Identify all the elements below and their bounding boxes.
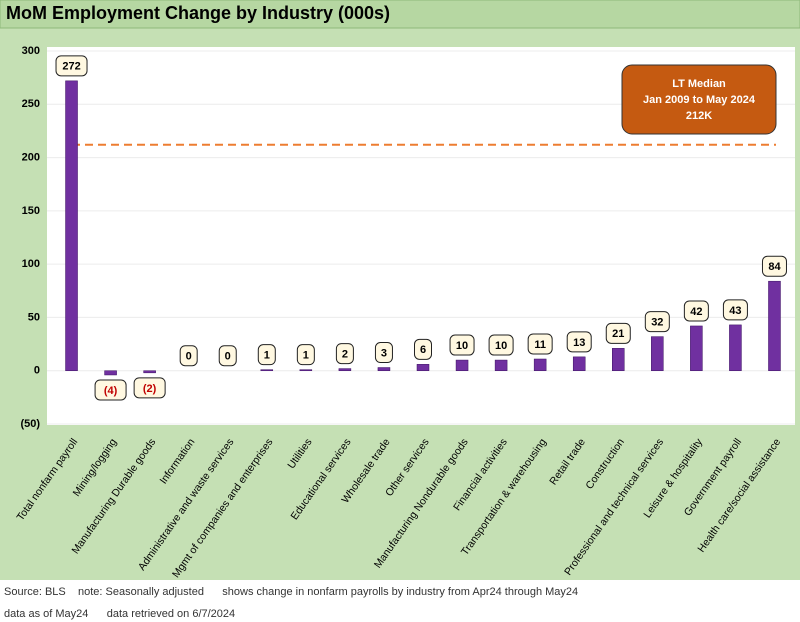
- value-label-box: [257, 344, 276, 366]
- value-label: 0: [186, 351, 192, 363]
- value-label: 1: [303, 350, 309, 362]
- title-bar: [0, 0, 800, 29]
- bar: [104, 370, 117, 376]
- value-label: 6: [420, 344, 426, 356]
- value-label-box: [296, 344, 315, 366]
- bar: [572, 356, 586, 371]
- bar: [729, 324, 742, 371]
- value-label-box: [761, 255, 787, 277]
- value-label: (4): [104, 385, 118, 397]
- value-label: 42: [690, 306, 702, 318]
- value-label-box: [218, 345, 237, 367]
- footnote: data as of May24 data retrieved on 6/7/2…: [4, 608, 235, 620]
- value-label: 0: [225, 351, 231, 363]
- annotation-text: 212K: [686, 110, 712, 122]
- value-label: 32: [651, 317, 663, 329]
- y-tick-label: 100: [22, 258, 40, 270]
- value-label-box: [722, 299, 748, 321]
- y-tick-label: 300: [22, 45, 40, 57]
- y-tick-label: 50: [28, 311, 40, 323]
- y-tick-label: 200: [22, 151, 40, 163]
- value-label-box: [683, 300, 709, 322]
- value-label: 13: [573, 337, 585, 349]
- footnote: Source: BLS note: Seasonally adjusted sh…: [4, 586, 578, 598]
- bar: [494, 359, 508, 371]
- value-label: 10: [456, 340, 468, 352]
- value-label: 21: [612, 328, 624, 340]
- bar: [455, 359, 469, 371]
- value-label: 3: [381, 347, 387, 359]
- y-tick-label: 0: [34, 365, 40, 377]
- annotation-box: [621, 64, 777, 135]
- bar: [416, 364, 430, 371]
- bar: [299, 369, 313, 371]
- value-label-box: [179, 345, 198, 367]
- chart-title: MoM Employment Change by Industry (000s): [6, 3, 390, 23]
- bar: [690, 325, 703, 371]
- value-label: 272: [62, 61, 80, 73]
- value-label: 2: [342, 348, 348, 360]
- value-label-box: [605, 322, 631, 344]
- value-label-box: [374, 342, 393, 364]
- value-label-box: [566, 331, 592, 353]
- bar: [651, 336, 664, 371]
- value-label: 11: [534, 339, 546, 351]
- value-label-box: [644, 311, 670, 333]
- value-label: 10: [495, 340, 507, 352]
- value-label-box: [55, 55, 88, 77]
- value-label-box: [527, 333, 553, 355]
- bar: [768, 280, 781, 371]
- annotation-text: LT Median: [672, 78, 726, 90]
- value-label-box: [335, 343, 354, 365]
- bar: [612, 348, 625, 371]
- bar: [377, 367, 391, 371]
- y-tick-label: (50): [20, 418, 40, 430]
- value-label-box: [414, 338, 432, 360]
- bar: [533, 358, 547, 371]
- value-label-box: [488, 334, 514, 356]
- value-label: (2): [143, 383, 157, 395]
- bar: [338, 368, 352, 371]
- bar: [260, 369, 274, 371]
- value-label-box: [94, 379, 127, 401]
- y-tick-label: 150: [22, 205, 40, 217]
- annotation-text: Jan 2009 to May 2024: [643, 94, 756, 106]
- y-tick-label: 250: [22, 98, 40, 110]
- value-label: 1: [264, 350, 270, 362]
- value-label: 84: [768, 261, 781, 273]
- value-label: 43: [729, 305, 741, 317]
- bar: [65, 80, 78, 371]
- bar: [143, 370, 156, 374]
- value-label-box: [133, 377, 166, 399]
- value-label-box: [449, 334, 475, 356]
